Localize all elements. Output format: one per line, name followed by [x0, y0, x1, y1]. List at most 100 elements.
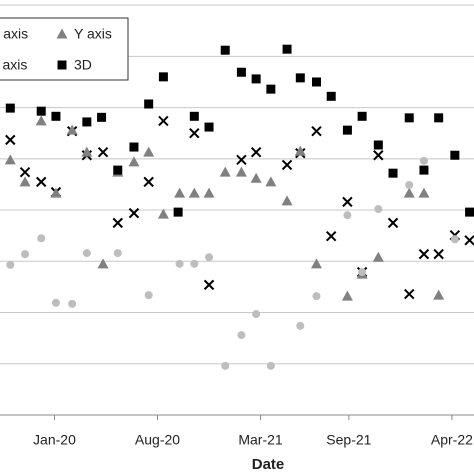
point [6, 260, 15, 269]
point [342, 196, 353, 208]
point [464, 235, 474, 246]
legend-label: 3D [74, 57, 92, 73]
legend-label: Y axis [74, 26, 112, 42]
point [158, 115, 169, 127]
point [266, 84, 276, 94]
point [82, 249, 91, 258]
point [36, 106, 46, 116]
point [465, 207, 474, 217]
point [252, 310, 261, 319]
x-tick-label: Jan-20 [33, 432, 76, 448]
x-tick-label: Aug-20 [135, 432, 180, 448]
point [433, 248, 444, 260]
point [236, 67, 246, 77]
point [235, 166, 247, 177]
point [419, 156, 428, 165]
point [343, 211, 352, 220]
point [19, 166, 31, 178]
point [294, 145, 306, 156]
point [4, 154, 16, 165]
point [143, 176, 154, 188]
point [281, 159, 293, 171]
point [236, 154, 247, 166]
point [220, 45, 230, 55]
point [237, 331, 246, 340]
point [251, 74, 261, 84]
point [266, 361, 275, 370]
point [157, 208, 169, 219]
point [219, 166, 231, 177]
legend-label: Z axis [0, 57, 27, 73]
point [357, 111, 367, 121]
point [143, 146, 155, 157]
point [310, 258, 322, 269]
point [144, 99, 154, 109]
point [341, 290, 353, 301]
legend-label: X axis [0, 26, 28, 42]
point [418, 248, 430, 260]
point [51, 298, 60, 307]
point [189, 128, 200, 139]
point [35, 115, 47, 126]
legend-marker [57, 60, 67, 70]
point [312, 292, 321, 301]
point [358, 268, 367, 277]
point [250, 146, 262, 158]
point [5, 103, 15, 113]
point [373, 150, 384, 161]
point [97, 258, 109, 269]
point [281, 195, 293, 206]
x-tick-label: Sep-21 [326, 432, 371, 448]
point [265, 176, 277, 187]
point [66, 124, 78, 135]
point [112, 217, 123, 229]
point [37, 234, 46, 243]
point [405, 180, 414, 189]
point [418, 187, 430, 198]
point [205, 253, 214, 262]
point [326, 230, 337, 242]
point [113, 165, 123, 175]
point [221, 361, 230, 370]
point [372, 251, 384, 262]
legend-marker [56, 28, 68, 39]
point [175, 259, 184, 268]
point [113, 249, 122, 258]
point [204, 122, 214, 132]
point [189, 111, 199, 121]
point [296, 321, 305, 330]
point [97, 112, 107, 122]
point [50, 187, 62, 198]
point [326, 91, 336, 101]
point [68, 299, 77, 308]
point [203, 279, 215, 291]
point [97, 146, 109, 158]
point [450, 150, 460, 160]
point [311, 125, 322, 137]
point [404, 113, 414, 123]
point [19, 176, 31, 187]
point [203, 187, 215, 198]
point [450, 235, 459, 244]
point [129, 142, 139, 152]
point [387, 217, 399, 229]
point [434, 113, 444, 123]
point [342, 125, 352, 135]
point [128, 156, 140, 167]
point [190, 259, 199, 268]
point [158, 72, 168, 82]
point [250, 172, 262, 183]
point [404, 288, 415, 300]
x-tick-label: Mar-21 [238, 432, 283, 448]
point [36, 176, 47, 188]
point [81, 146, 93, 157]
point [374, 205, 383, 214]
point [373, 140, 383, 150]
point [282, 44, 292, 54]
point [173, 207, 183, 217]
point [433, 289, 445, 300]
legend: X axis Y axis Z axis 3D [0, 17, 129, 81]
legend-box [0, 17, 129, 81]
point [144, 291, 153, 300]
